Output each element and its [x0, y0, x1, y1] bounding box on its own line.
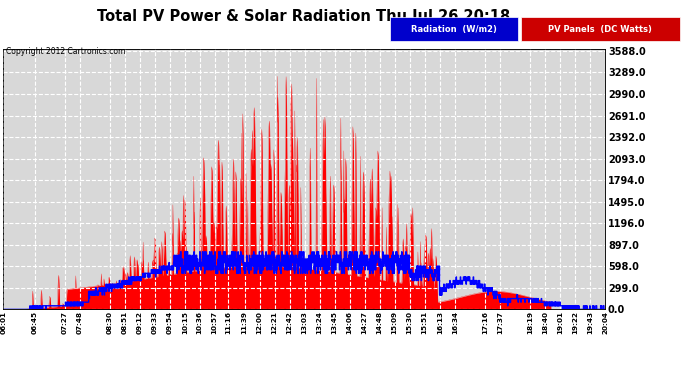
Text: Radiation  (W/m2): Radiation (W/m2) [411, 25, 497, 34]
Text: PV Panels  (DC Watts): PV Panels (DC Watts) [549, 25, 652, 34]
Text: Copyright 2012 Cartronics.com: Copyright 2012 Cartronics.com [6, 47, 125, 56]
Text: Total PV Power & Solar Radiation Thu Jul 26 20:18: Total PV Power & Solar Radiation Thu Jul… [97, 9, 510, 24]
